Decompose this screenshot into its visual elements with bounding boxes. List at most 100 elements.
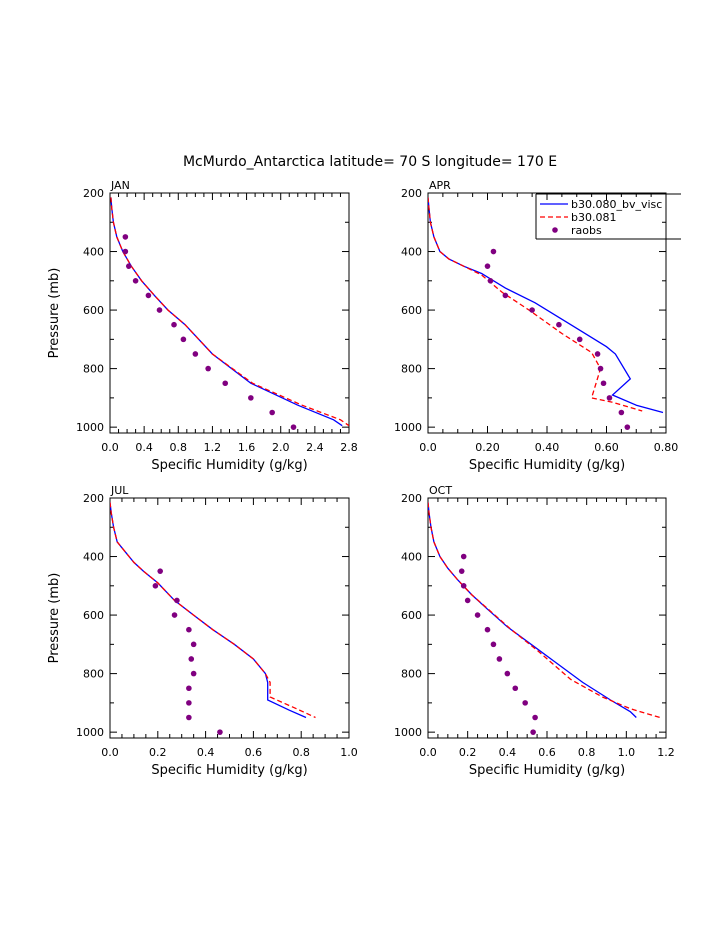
point-raobs-jan: [125, 263, 132, 269]
panel-jul: JUL 0.0 0.2 0.4 0.6 0.8 1.0 200 400 600 800 1000 Spe…: [47, 484, 358, 778]
point-raobs-apr: [502, 292, 509, 299]
point-raobs-apr: [624, 424, 631, 430]
x-tick-label-oct: 0.6: [538, 746, 556, 759]
point-raobs-apr: [576, 336, 583, 343]
x-tick-label-jul: 1.0: [340, 746, 358, 759]
x-tick-label-jan: 2.0: [272, 441, 290, 454]
x-tick-label-jul: 0.6: [245, 746, 263, 759]
point-raobs-apr: [618, 409, 625, 416]
point-raobs-oct: [458, 568, 465, 574]
y-tick-label-oct: 400: [401, 551, 422, 564]
line-b30-081-jan: [110, 197, 349, 427]
legend-label-b30-081: b30.081: [571, 211, 616, 224]
point-raobs-jan: [122, 248, 129, 255]
y-tick-label-jul: 400: [83, 551, 104, 564]
x-tick-label-oct: 1.0: [618, 746, 636, 759]
x-tick-label-jan: 0.0: [101, 441, 119, 454]
point-raobs-apr: [600, 380, 607, 387]
y-tick-label-apr: 400: [401, 246, 422, 259]
point-raobs-oct: [522, 700, 528, 706]
axes-frame-oct: [427, 497, 667, 739]
y-tick-label-oct: 1000: [394, 726, 422, 739]
y-tick-label-jul: 600: [83, 609, 104, 622]
y-tick-label-jan: 1000: [76, 421, 104, 434]
line-b30-081-oct: [428, 502, 661, 719]
x-tick-label-apr: 0.20: [475, 441, 500, 454]
y-tick-label-jul: 1000: [76, 726, 104, 739]
y-axis-label-jul: Pressure (mb): [47, 573, 62, 664]
point-raobs-apr: [490, 248, 497, 255]
panels-group: JAN 0.0 0.4 0.8 1.2 1.6 2.0 2.4 2.8 200 400 600 800 1…: [47, 179, 678, 778]
panel-label-jan: JAN: [110, 179, 130, 192]
x-tick-label-jul: 0.8: [292, 746, 310, 759]
x-axis-label-jan: Specific Humidity (g/kg): [151, 458, 307, 473]
y-tick-label-apr: 1000: [394, 421, 422, 434]
line-b30-080-bv-visc-jan: [110, 197, 343, 427]
point-raobs-jul: [190, 670, 197, 677]
legend-label-raobs: raobs: [571, 224, 602, 237]
panel-label-apr: APR: [429, 179, 451, 192]
x-tick-label-oct: 0.8: [578, 746, 596, 759]
point-raobs-jan: [248, 395, 254, 401]
x-tick-label-jan: 2.8: [340, 441, 358, 454]
point-raobs-oct: [532, 714, 538, 721]
point-raobs-jan: [171, 321, 177, 328]
y-tick-label-oct: 600: [401, 609, 422, 622]
point-raobs-oct: [504, 670, 511, 677]
point-raobs-jan: [290, 424, 297, 430]
x-tick-label-apr: 0.0: [419, 441, 437, 454]
point-raobs-oct: [474, 612, 481, 618]
plot-area-jan: [110, 197, 349, 430]
point-raobs-apr: [597, 365, 604, 372]
point-raobs-jan: [156, 307, 163, 313]
x-tick-label-jan: 1.2: [204, 441, 222, 454]
plot-area-oct: [428, 502, 661, 735]
point-raobs-jan: [192, 351, 199, 357]
y-tick-label-apr: 200: [401, 187, 422, 200]
x-tick-label-jan: 0.8: [170, 441, 188, 454]
panel-jan: JAN 0.0 0.4 0.8 1.2 1.6 2.0 2.4 2.8 200 400 600 800 1…: [47, 179, 358, 473]
x-axis-label-jul: Specific Humidity (g/kg): [151, 763, 307, 778]
plot-area-apr: [428, 197, 664, 430]
y-tick-label-oct: 800: [401, 668, 422, 681]
x-tick-label-oct: 1.2: [657, 746, 675, 759]
figure-title: McMurdo_Antarctica latitude= 70 S longit…: [183, 154, 557, 170]
y-tick-label-jan: 800: [83, 363, 104, 376]
point-raobs-apr: [594, 351, 601, 357]
panel-label-jul: JUL: [110, 484, 129, 497]
point-raobs-jan: [122, 234, 129, 240]
x-tick-label-jul: 0.2: [149, 746, 167, 759]
point-raobs-apr: [529, 307, 535, 313]
point-raobs-jan: [205, 365, 211, 372]
y-tick-label-jul: 800: [83, 668, 104, 681]
panel-apr: APR 0.0 0.20 0.40 0.60 0.80 200 400 600 800 1000 Sp…: [394, 179, 678, 473]
point-raobs-jan: [145, 292, 152, 299]
point-raobs-jan: [222, 380, 229, 387]
point-raobs-jan: [132, 278, 139, 284]
line-b30-081-jul: [110, 502, 316, 719]
point-raobs-jul: [152, 583, 159, 589]
axes-frame-apr: [427, 192, 667, 434]
panel-label-oct: OCT: [429, 484, 452, 497]
x-tick-label-oct: 0.4: [499, 746, 517, 759]
point-raobs-jul: [186, 700, 192, 706]
point-raobs-apr: [556, 321, 562, 328]
x-tick-label-jul: 0.0: [101, 746, 119, 759]
point-raobs-oct: [484, 626, 491, 633]
panel-oct: OCT 0.0 0.2 0.4 0.6 0.8 1.0 1.2 200 400 600 800 1000…: [394, 484, 675, 778]
x-tick-label-jul: 0.4: [197, 746, 215, 759]
line-b30-081-apr: [428, 197, 643, 412]
y-tick-label-apr: 800: [401, 363, 422, 376]
x-axis-label-apr: Specific Humidity (g/kg): [469, 458, 625, 473]
y-tick-label-apr: 600: [401, 304, 422, 317]
x-tick-label-apr: 0.80: [654, 441, 679, 454]
y-tick-label-jan: 200: [83, 187, 104, 200]
point-raobs-jan: [180, 336, 187, 343]
line-b30-080-bv-visc-apr: [428, 197, 664, 414]
x-tick-label-oct: 0.0: [419, 746, 437, 759]
y-axis-label-jan: Pressure (mb): [47, 268, 62, 359]
line-b30-080-bv-visc-jul: [110, 502, 307, 719]
point-raobs-jul: [171, 612, 178, 618]
legend-swatch-raobs: [552, 227, 558, 233]
